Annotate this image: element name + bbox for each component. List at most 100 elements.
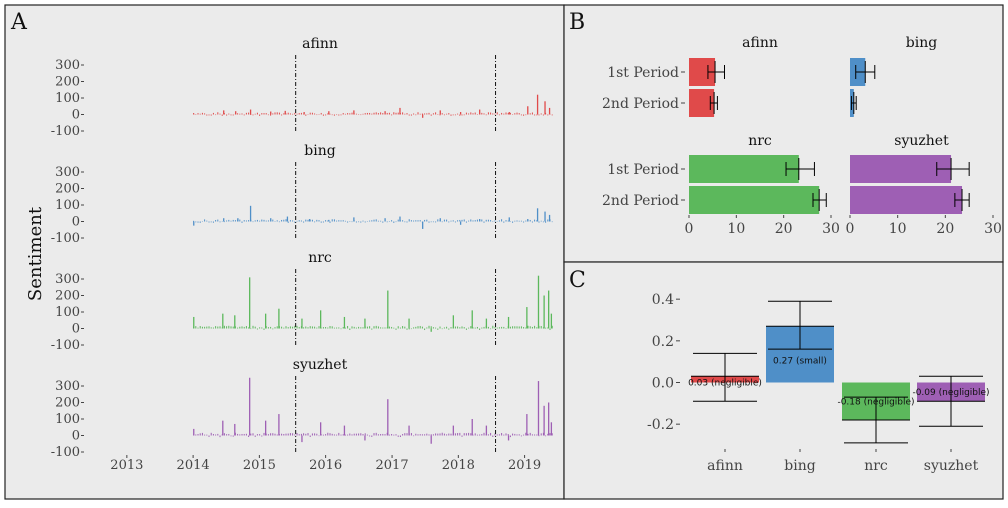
- series-syuzhet-minor-bar: [374, 433, 375, 435]
- series-afinn-minor-bar: [228, 114, 229, 115]
- series-bing-minor-bar: [283, 220, 284, 222]
- series-syuzhet-minor-bar: [332, 434, 333, 436]
- series-bing-minor-bar: [484, 222, 485, 223]
- series-syuzhet-minor-bar: [228, 434, 229, 436]
- series-bing-minor-bar: [338, 220, 339, 221]
- series-nrc-minor-bar: [398, 326, 399, 328]
- series-nrc-minor-bar: [481, 328, 482, 329]
- series-nrc-minor-bar: [470, 326, 471, 328]
- series-syuzhet-bar: [486, 426, 487, 436]
- series-afinn-minor-bar: [420, 114, 421, 115]
- series-bing-minor-bar: [277, 220, 278, 221]
- series-afinn-bar: [549, 108, 550, 115]
- series-afinn-minor-bar: [418, 112, 419, 114]
- series-nrc-bar: [408, 319, 409, 329]
- series-afinn-minor-bar: [246, 113, 247, 115]
- series-bing-minor-bar: [341, 220, 342, 221]
- series-bing-minor-bar: [547, 219, 548, 221]
- series-afinn-minor-bar: [356, 114, 357, 115]
- series-syuzhet-minor-bar: [433, 434, 434, 435]
- series-afinn-minor-bar: [255, 114, 256, 115]
- series-syuzhet-minor-bar: [264, 433, 265, 436]
- series-afinn-bar: [303, 112, 304, 114]
- series-afinn-minor-bar: [440, 115, 441, 116]
- series-bing-minor-bar: [545, 222, 546, 223]
- bar-nrc: [689, 186, 819, 214]
- series-bing-minor-bar: [301, 221, 302, 222]
- series-bing-minor-bar: [534, 220, 535, 222]
- series-nrc-minor-bar: [499, 327, 500, 328]
- series-bing-minor-bar: [316, 220, 317, 222]
- series-nrc-minor-bar: [418, 326, 419, 328]
- x-tick-label: 0: [685, 221, 694, 237]
- series-syuzhet-minor-bar: [354, 434, 355, 436]
- series-bing-minor-bar: [404, 222, 405, 223]
- series-syuzhet-bar: [472, 419, 473, 436]
- series-nrc-minor-bar: [429, 326, 430, 329]
- series-syuzhet-minor-bar: [248, 436, 249, 437]
- panel-a-y-axis-label: Sentiment: [25, 206, 46, 301]
- series-nrc-minor-bar: [248, 327, 249, 328]
- series-afinn-minor-bar: [497, 112, 498, 114]
- series-afinn-minor-bar: [301, 113, 302, 115]
- y-tick-label: 100: [55, 412, 80, 427]
- series-nrc-minor-bar: [204, 327, 205, 329]
- series-nrc-minor-bar: [525, 328, 526, 329]
- series-afinn-minor-bar: [380, 112, 381, 114]
- series-nrc-minor-bar: [420, 326, 421, 329]
- series-nrc-bar: [486, 319, 487, 329]
- series-nrc-minor-bar: [391, 327, 392, 329]
- series-syuzhet-minor-bar: [310, 436, 311, 437]
- series-bing-minor-bar: [193, 221, 194, 222]
- series-bing-minor-bar: [488, 220, 489, 222]
- series-nrc-minor-bar: [255, 327, 256, 329]
- x-tick-label: 2016: [309, 458, 342, 473]
- series-syuzhet-minor-bar: [268, 434, 269, 435]
- series-afinn-minor-bar: [389, 113, 390, 115]
- series-syuzhet-minor-bar: [479, 435, 480, 436]
- series-bing-minor-bar: [303, 222, 304, 223]
- series-nrc-minor-bar: [206, 327, 207, 329]
- series-syuzhet-minor-bar: [369, 436, 370, 437]
- series-syuzhet-minor-bar: [517, 434, 518, 435]
- x-tick-label: 10: [727, 221, 745, 237]
- series-afinn-minor-bar: [451, 115, 452, 116]
- series-nrc-minor-bar: [332, 326, 333, 328]
- series-bing-minor-bar: [294, 222, 295, 223]
- series-syuzhet-minor-bar: [316, 434, 317, 436]
- series-nrc-bar: [234, 315, 235, 328]
- series-nrc-minor-bar: [367, 327, 368, 329]
- series-syuzhet-bar: [543, 406, 544, 436]
- series-nrc-minor-bar: [264, 329, 265, 330]
- series-bing-minor-bar: [334, 219, 335, 221]
- series-nrc-minor-bar: [305, 327, 306, 329]
- series-afinn-bar: [285, 111, 286, 115]
- series-nrc-minor-bar: [426, 327, 427, 328]
- series-afinn-minor-bar: [310, 113, 311, 115]
- series-nrc-minor-bar: [382, 328, 383, 329]
- series-afinn-minor-bar: [444, 115, 445, 116]
- series-nrc-bar: [344, 317, 345, 329]
- series-syuzhet-minor-bar: [323, 435, 324, 436]
- series-afinn-minor-bar: [336, 115, 337, 116]
- series-syuzhet-minor-bar: [299, 434, 300, 435]
- series-syuzhet-minor-bar: [380, 434, 381, 435]
- series-syuzhet-minor-bar: [503, 435, 504, 436]
- series-afinn-minor-bar: [292, 114, 293, 115]
- series-syuzhet-minor-bar: [270, 433, 271, 435]
- series-syuzhet-minor-bar: [237, 434, 238, 436]
- facet-title-afinn: afinn: [302, 36, 338, 52]
- x-tick-label: 30: [822, 221, 840, 237]
- series-syuzhet-minor-bar: [209, 436, 210, 437]
- series-syuzhet-minor-bar: [506, 433, 507, 435]
- series-afinn-minor-bar: [288, 113, 289, 115]
- series-bing-minor-bar: [523, 222, 524, 223]
- series-afinn-minor-bar: [396, 113, 397, 115]
- series-bing-minor-bar: [200, 222, 201, 223]
- series-syuzhet-minor-bar: [294, 434, 295, 435]
- series-syuzhet-minor-bar: [512, 434, 513, 436]
- series-afinn-minor-bar: [259, 115, 260, 116]
- series-bing-minor-bar: [323, 222, 324, 223]
- series-bing-minor-bar: [365, 222, 366, 223]
- series-nrc-minor-bar: [239, 327, 240, 329]
